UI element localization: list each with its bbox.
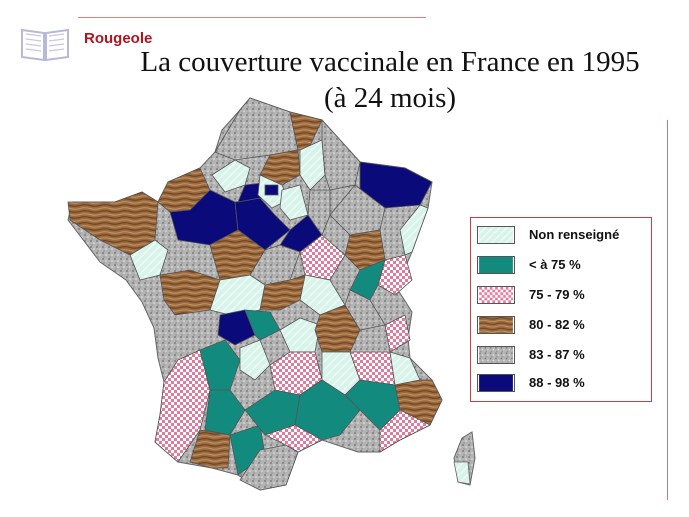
legend-swatch-pale [477, 226, 515, 244]
legend-item-non-renseigne: Non renseigné [477, 226, 647, 246]
section-label: Rougeole [84, 30, 153, 47]
legend-item-lt75: < à 75 % [477, 256, 647, 276]
legend-label: 75 - 79 % [529, 287, 585, 302]
legend-item-83-87: 83 - 87 % [477, 346, 647, 366]
top-rule [78, 17, 426, 18]
legend-label: Non renseigné [529, 227, 620, 242]
legend-item-88-98: 88 - 98 % [477, 374, 647, 394]
legend-swatch-granite [477, 346, 515, 364]
map-legend: Non renseigné < à 75 % 75 - 79 % 80 - 82… [470, 217, 652, 402]
right-rule [667, 120, 668, 500]
legend-label: < à 75 % [529, 257, 581, 272]
legend-item-80-82: 80 - 82 % [477, 316, 647, 336]
page-title: La couverture vaccinale en France en 199… [100, 44, 680, 116]
title-line-2: (à 24 mois) [323, 82, 457, 114]
legend-swatch-teal [477, 256, 515, 274]
legend-swatch-check [477, 286, 515, 304]
legend-item-75-79: 75 - 79 % [477, 286, 647, 306]
france-map [67, 97, 476, 491]
legend-label: 83 - 87 % [529, 347, 585, 362]
legend-label: 88 - 98 % [529, 375, 585, 390]
legend-swatch-wood [477, 316, 515, 334]
title-line-1: La couverture vaccinale en France en 199… [140, 46, 640, 78]
legend-label: 80 - 82 % [529, 317, 585, 332]
legend-swatch-navy [477, 374, 515, 392]
open-book-icon [21, 28, 69, 62]
